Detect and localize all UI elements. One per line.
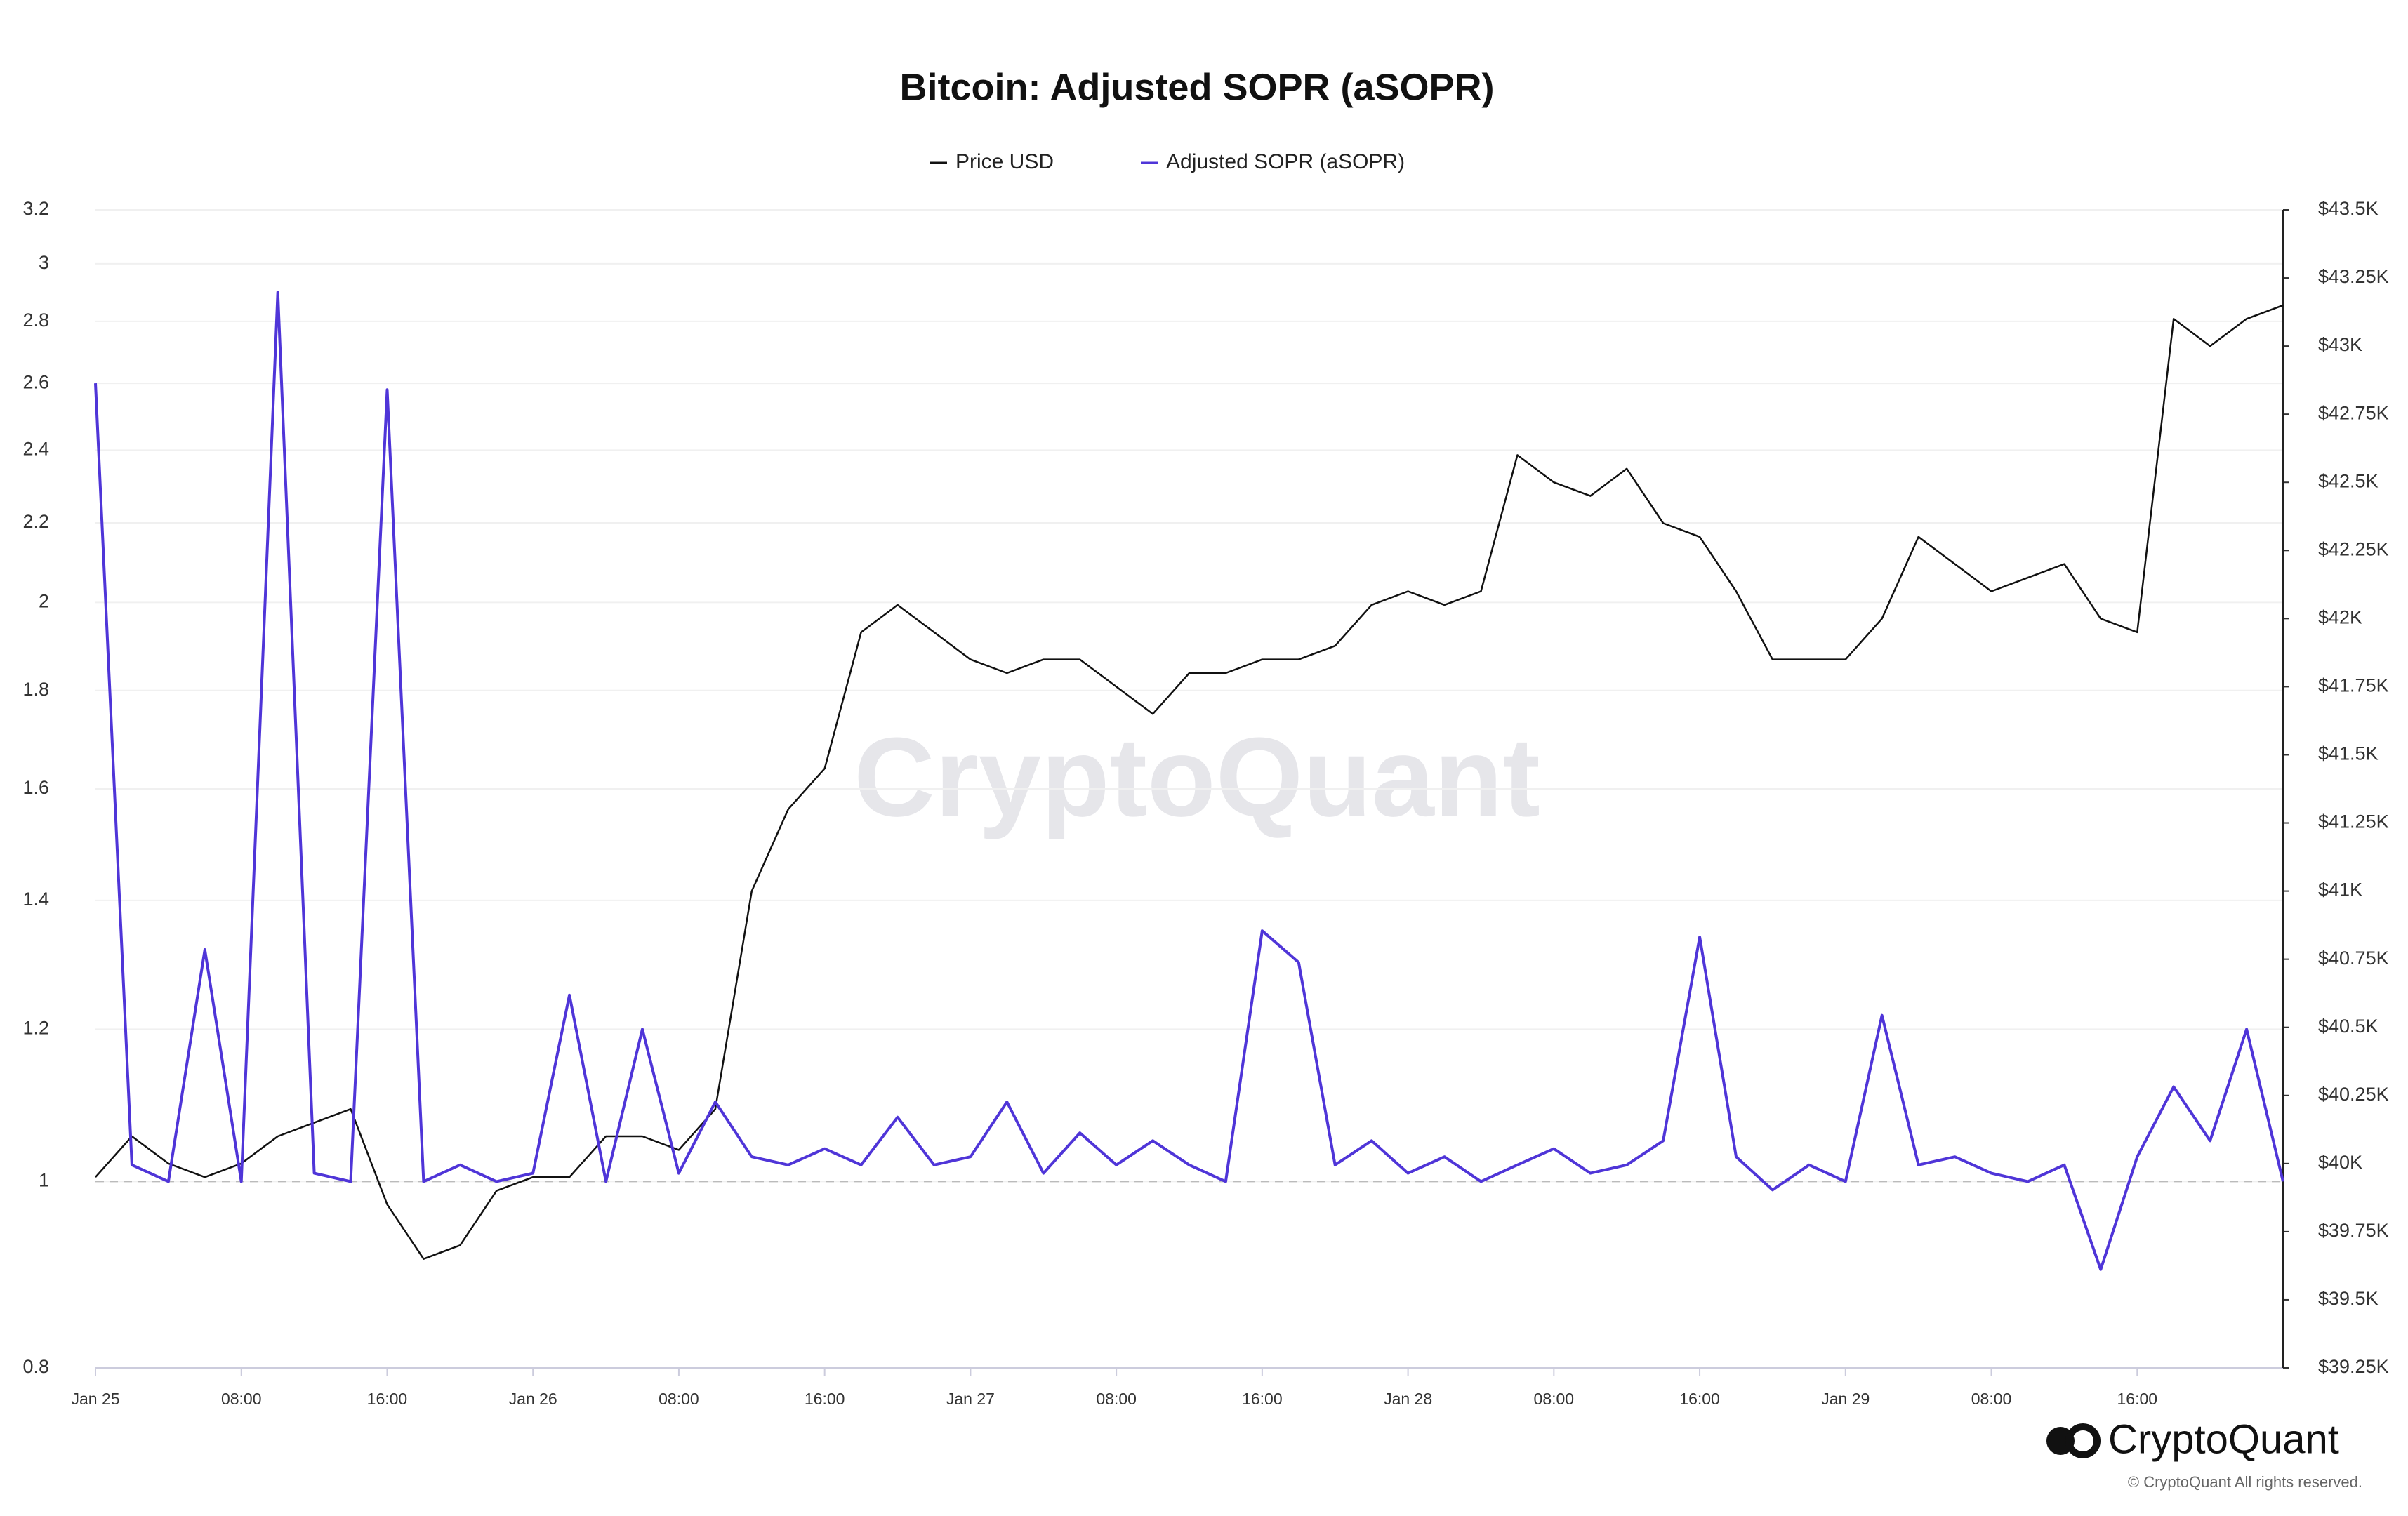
x-tick-label: 16:00 — [2117, 1390, 2157, 1408]
y-tick-label: 2 — [39, 591, 49, 612]
y2-tick-label: $43K — [2318, 334, 2362, 355]
x-tick-label: Jan 28 — [1384, 1390, 1432, 1408]
chart-title: Bitcoin: Adjusted SOPR (aSOPR) — [899, 66, 1494, 108]
x-tick-label: 08:00 — [659, 1390, 699, 1408]
x-tick-label: 16:00 — [1242, 1390, 1283, 1408]
y2-tick-label: $40K — [2318, 1152, 2362, 1173]
x-tick-label: 08:00 — [1534, 1390, 1575, 1408]
brand-logo — [2046, 1423, 2101, 1458]
y2-tick-label: $42.5K — [2318, 470, 2379, 491]
y2-tick-label: $41.75K — [2318, 675, 2389, 696]
y2-tick-label: $43.25K — [2318, 266, 2389, 287]
y2-tick-label: $39.75K — [2318, 1220, 2389, 1241]
y2-tick-label: $43.5K — [2318, 198, 2379, 219]
x-tick-label: 16:00 — [805, 1390, 845, 1408]
x-tick-label: Jan 25 — [71, 1390, 119, 1408]
x-tick-label: 08:00 — [221, 1390, 262, 1408]
y-tick-label: 1.2 — [22, 1018, 49, 1039]
y-tick-label: 1 — [39, 1170, 49, 1191]
y-tick-label: 1.6 — [22, 777, 49, 798]
y2-tick-label: $39.5K — [2318, 1288, 2379, 1309]
y-tick-label: 2.8 — [22, 310, 49, 331]
y-tick-label: 2.6 — [22, 371, 49, 392]
x-tick-label: Jan 26 — [509, 1390, 557, 1408]
y-tick-label: 1.4 — [22, 889, 49, 910]
y-tick-label: 1.8 — [22, 679, 49, 700]
y2-tick-label: $40.25K — [2318, 1084, 2389, 1105]
y2-tick-label: $41.25K — [2318, 811, 2389, 832]
y-tick-label: 3.2 — [22, 198, 49, 219]
y-tick-label: 2.2 — [22, 511, 49, 532]
watermark: CryptoQuant — [854, 714, 1540, 839]
y2-tick-label: $40.75K — [2318, 948, 2389, 969]
y2-tick-label: $42K — [2318, 606, 2362, 627]
y2-tick-label: $41.5K — [2318, 743, 2379, 764]
brand-name: CryptoQuant — [2108, 1416, 2339, 1462]
logo-mark — [2065, 1423, 2101, 1458]
series-line — [94, 291, 2284, 1271]
x-tick-label: 16:00 — [1679, 1390, 1720, 1408]
y2-tick-label: $41K — [2318, 879, 2362, 900]
x-tick-label: 08:00 — [1096, 1390, 1137, 1408]
x-tick-label: 08:00 — [1971, 1390, 2012, 1408]
x-tick-label: Jan 29 — [1821, 1390, 1870, 1408]
series-line — [95, 304, 2284, 1260]
x-tick-label: Jan 27 — [946, 1390, 995, 1408]
legend-label: Price USD — [955, 150, 1054, 173]
y2-tick-label: $40.5K — [2318, 1016, 2379, 1037]
y-tick-label: 0.8 — [22, 1356, 49, 1377]
copyright: © CryptoQuant All rights reserved. — [2128, 1473, 2362, 1491]
y2-tick-label: $39.25K — [2318, 1356, 2389, 1377]
y2-tick-label: $42.25K — [2318, 538, 2389, 559]
legend-label: Adjusted SOPR (aSOPR) — [1166, 150, 1405, 173]
y-tick-label: 2.4 — [22, 439, 49, 460]
x-tick-label: 16:00 — [367, 1390, 408, 1408]
y2-tick-label: $42.75K — [2318, 402, 2389, 423]
y-tick-label: 3 — [39, 252, 49, 273]
